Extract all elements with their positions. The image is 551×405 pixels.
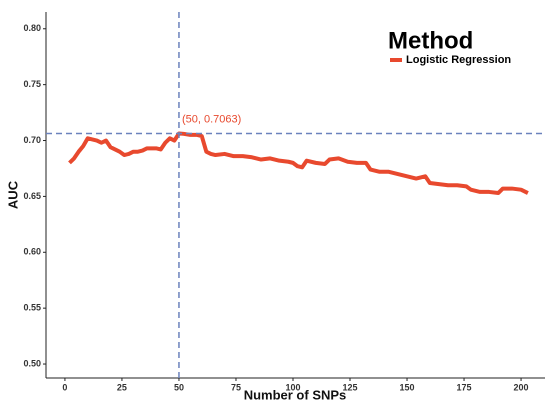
y-axis-title: AUC [5, 180, 20, 209]
legend-title: Method [388, 27, 473, 54]
y-tick-label: 0.75 [23, 79, 41, 89]
x-tick-label: 50 [174, 382, 184, 392]
legend-label: Logistic Regression [406, 54, 511, 66]
x-tick-label: 0 [62, 382, 67, 392]
y-tick-label: 0.70 [23, 135, 41, 145]
x-tick-label: 200 [514, 382, 529, 392]
y-tick-label: 0.55 [23, 303, 41, 313]
x-axis-title: Number of SNPs [244, 387, 347, 402]
x-tick-label: 75 [231, 382, 241, 392]
y-tick-label: 0.65 [23, 191, 41, 201]
annotation: (50, 0.7063) [182, 113, 241, 125]
x-tick-label: 150 [400, 382, 415, 392]
x-tick-label: 100 [285, 382, 300, 392]
x-tick-label: 25 [117, 382, 127, 392]
x-tick-label: 125 [342, 382, 357, 392]
y-tick-label: 0.60 [23, 247, 41, 257]
data-line [68, 131, 529, 196]
y-tick-label: 0.80 [23, 23, 41, 33]
y-tick-label: 0.50 [23, 358, 41, 368]
x-tick-label: 175 [457, 382, 472, 392]
